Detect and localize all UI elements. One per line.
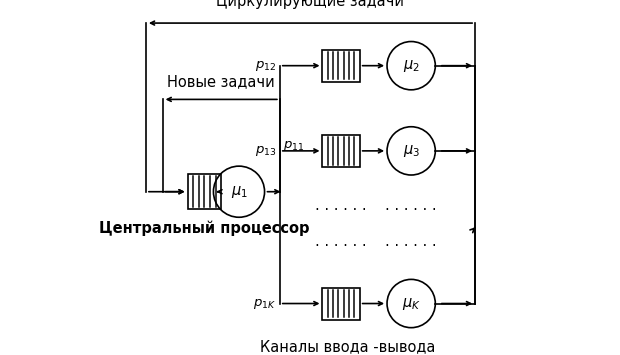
Text: $p_{11}$: $p_{11}$ bbox=[283, 138, 305, 153]
Bar bbox=[322, 288, 360, 320]
Text: $p_{12}$: $p_{12}$ bbox=[255, 59, 277, 73]
Text: $\mu_K$: $\mu_K$ bbox=[402, 295, 420, 312]
Bar bbox=[187, 174, 221, 209]
Text: $\mu_1$: $\mu_1$ bbox=[231, 184, 247, 200]
Text: $\mu_2$: $\mu_2$ bbox=[403, 58, 420, 74]
Text: $\mu_3$: $\mu_3$ bbox=[402, 143, 420, 159]
Text: . . . . . .: . . . . . . bbox=[315, 198, 367, 213]
Text: Каналы ввода -вывода: Каналы ввода -вывода bbox=[260, 339, 436, 354]
Text: $p_{1K}$: $p_{1K}$ bbox=[253, 296, 277, 311]
Text: . . . . . .: . . . . . . bbox=[386, 198, 437, 213]
Bar bbox=[322, 50, 360, 82]
Text: Центральный процессор: Центральный процессор bbox=[99, 220, 309, 236]
Text: Циркулирующие задачи: Циркулирующие задачи bbox=[216, 0, 404, 9]
Text: Новые задачи: Новые задачи bbox=[167, 74, 275, 89]
Text: $p_{13}$: $p_{13}$ bbox=[255, 144, 277, 158]
Bar bbox=[322, 135, 360, 167]
Text: . . . . . .: . . . . . . bbox=[315, 234, 367, 249]
Text: . . . . . .: . . . . . . bbox=[386, 234, 437, 249]
